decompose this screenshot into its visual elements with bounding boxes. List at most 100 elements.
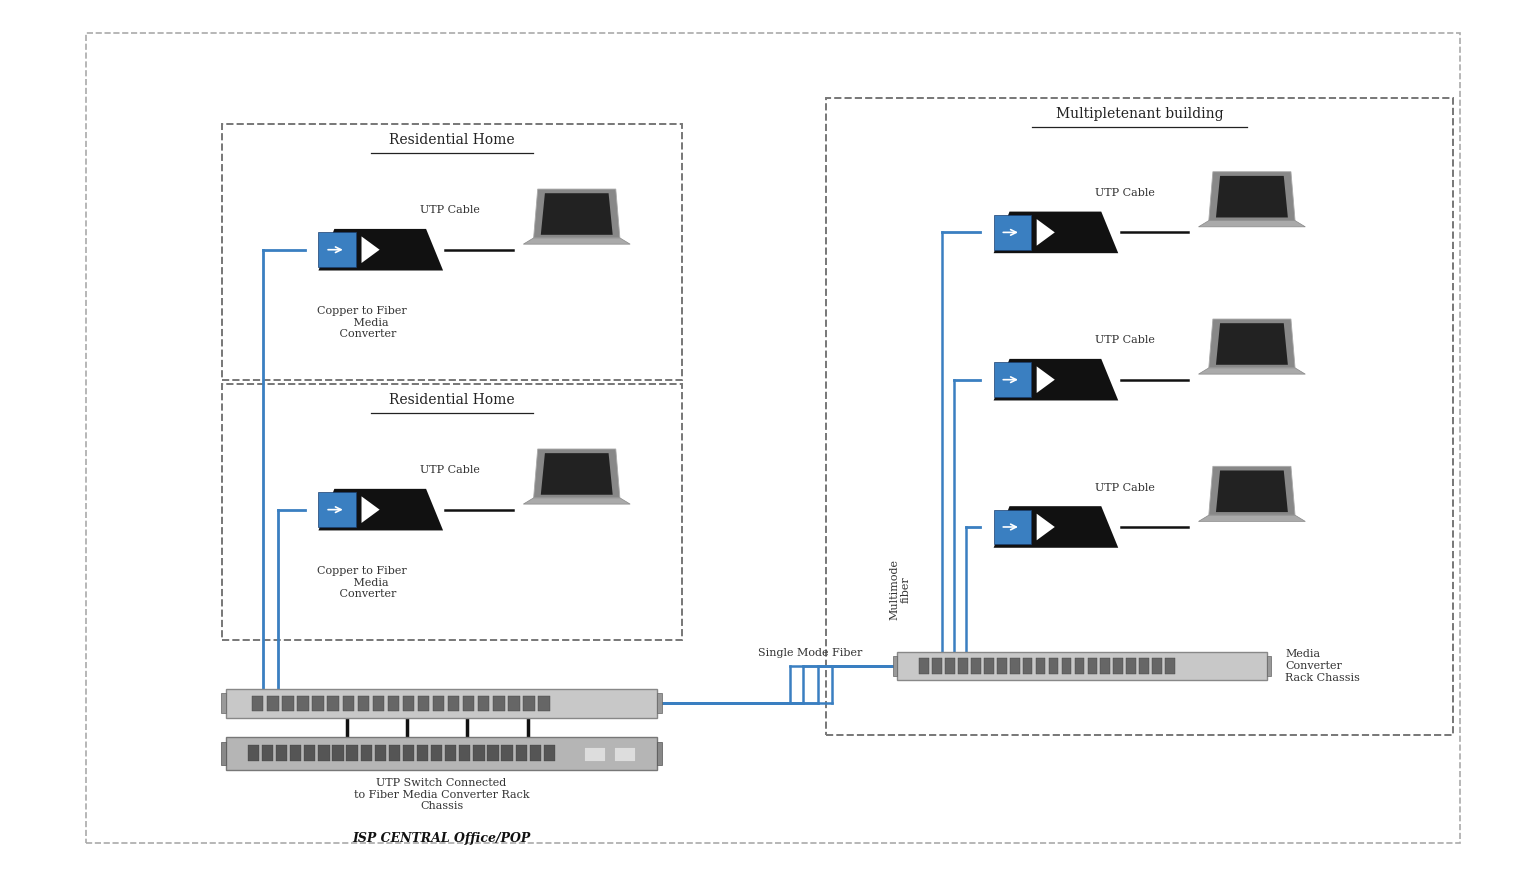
Polygon shape <box>361 496 379 523</box>
Polygon shape <box>1199 515 1305 521</box>
Bar <box>584 746 605 761</box>
Polygon shape <box>1208 467 1295 515</box>
Polygon shape <box>1216 471 1289 512</box>
Bar <box>502 745 512 761</box>
Bar <box>418 696 429 712</box>
Bar <box>226 689 656 718</box>
Text: Residential Home: Residential Home <box>390 392 515 406</box>
Bar <box>417 745 428 761</box>
Bar <box>332 745 344 761</box>
Bar <box>919 658 929 674</box>
Bar <box>487 745 499 761</box>
Bar <box>984 658 993 674</box>
Bar <box>993 509 1031 544</box>
Bar <box>459 745 470 761</box>
Bar <box>403 745 414 761</box>
Bar <box>388 745 400 761</box>
Bar <box>529 745 541 761</box>
Bar <box>1061 658 1072 674</box>
Bar <box>358 696 368 712</box>
Bar <box>262 745 273 761</box>
Bar <box>897 651 1267 680</box>
Bar <box>656 741 662 765</box>
Bar <box>449 696 459 712</box>
Text: Copper to Fiber
     Media
   Converter: Copper to Fiber Media Converter <box>317 306 408 339</box>
Bar <box>327 696 338 712</box>
Bar <box>247 745 259 761</box>
Polygon shape <box>1216 324 1289 364</box>
Bar <box>1140 658 1149 674</box>
Bar <box>462 696 475 712</box>
Polygon shape <box>993 212 1119 253</box>
Text: UTP Cable: UTP Cable <box>1095 188 1155 198</box>
Polygon shape <box>523 238 631 244</box>
Bar <box>267 696 279 712</box>
Bar <box>434 696 444 712</box>
Bar <box>1267 656 1272 676</box>
Text: Multipletenant building: Multipletenant building <box>1055 106 1223 120</box>
Bar <box>446 745 456 761</box>
Bar <box>276 745 288 761</box>
Bar <box>1166 658 1175 674</box>
Bar <box>1075 658 1084 674</box>
Bar <box>544 745 555 761</box>
Bar <box>1087 658 1098 674</box>
Polygon shape <box>523 498 631 504</box>
Bar <box>1023 658 1032 674</box>
Bar <box>431 745 443 761</box>
Bar <box>538 696 550 712</box>
Bar <box>252 696 264 712</box>
Polygon shape <box>1199 221 1305 227</box>
Bar <box>614 746 635 761</box>
Text: ISP CENTRAL Office/POP: ISP CENTRAL Office/POP <box>352 832 531 845</box>
Bar <box>1010 658 1020 674</box>
Text: UTP Cable: UTP Cable <box>1095 482 1155 493</box>
Bar <box>290 745 302 761</box>
Bar <box>221 384 682 640</box>
Bar <box>318 232 356 267</box>
Bar <box>282 696 294 712</box>
Bar <box>1035 658 1046 674</box>
Bar <box>373 696 384 712</box>
Bar <box>515 745 526 761</box>
Text: UTP Cable: UTP Cable <box>420 466 479 475</box>
Polygon shape <box>993 359 1119 400</box>
Bar <box>970 658 981 674</box>
Bar <box>1049 658 1058 674</box>
Bar <box>347 745 358 761</box>
Bar <box>826 98 1452 735</box>
Text: UTP Cable: UTP Cable <box>420 205 479 215</box>
Bar <box>305 745 315 761</box>
Bar <box>493 696 505 712</box>
Bar <box>478 696 490 712</box>
Polygon shape <box>1216 176 1289 217</box>
Polygon shape <box>534 449 620 498</box>
Bar <box>993 362 1031 397</box>
Polygon shape <box>1208 172 1295 221</box>
Polygon shape <box>993 506 1119 548</box>
Text: Single Mode Fiber: Single Mode Fiber <box>758 648 863 658</box>
Bar <box>1113 658 1123 674</box>
Text: UTP Switch Connected
to Fiber Media Converter Rack
Chassis: UTP Switch Connected to Fiber Media Conv… <box>353 778 529 812</box>
Bar <box>1152 658 1163 674</box>
Text: Multimode
fiber: Multimode fiber <box>890 559 911 620</box>
Bar <box>656 693 662 713</box>
Bar <box>374 745 387 761</box>
Bar <box>998 658 1007 674</box>
Bar <box>403 696 414 712</box>
Bar <box>361 745 371 761</box>
Polygon shape <box>1199 368 1305 374</box>
Bar <box>893 656 897 676</box>
Bar <box>944 658 955 674</box>
Bar <box>221 693 226 713</box>
Text: UTP Cable: UTP Cable <box>1095 336 1155 345</box>
Polygon shape <box>318 489 443 530</box>
Bar <box>1101 658 1110 674</box>
Polygon shape <box>1208 319 1295 368</box>
Bar <box>508 696 520 712</box>
Bar <box>523 696 535 712</box>
Bar <box>958 658 967 674</box>
Bar <box>297 696 309 712</box>
Polygon shape <box>541 453 612 494</box>
Bar <box>318 492 356 527</box>
